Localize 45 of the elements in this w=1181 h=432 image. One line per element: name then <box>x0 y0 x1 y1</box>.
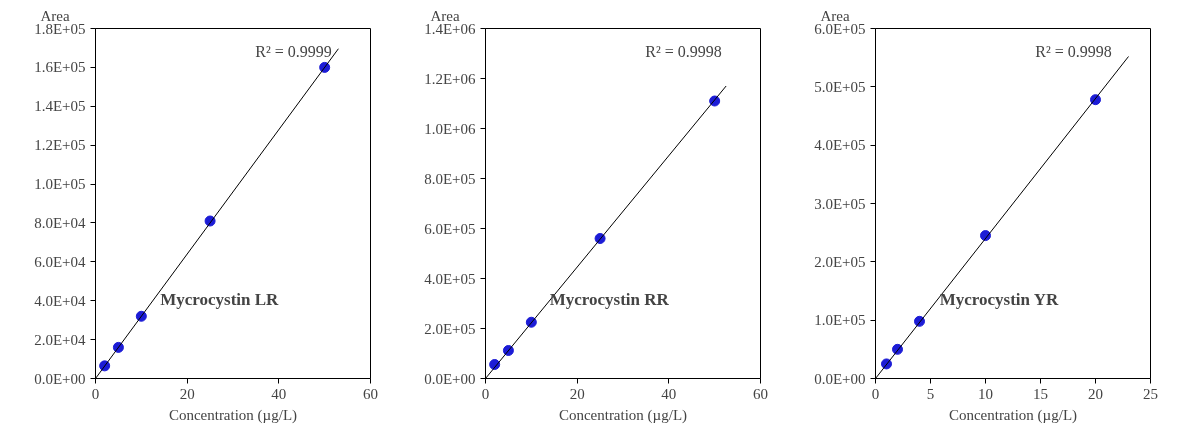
y-tick-label: 8.0E+05 <box>424 170 476 187</box>
annotation: R² = 0.9998 <box>645 43 722 60</box>
y-tick-label: 1.6E+05 <box>34 59 86 76</box>
annotation: Mycrocystin YR <box>939 289 1059 309</box>
y-tick-label: 4.0E+05 <box>814 137 866 154</box>
x-axis-title: Concentration (µg/L) <box>948 406 1078 424</box>
y-tick-label: 6.0E+05 <box>424 220 476 237</box>
y-tick-label: 1.0E+05 <box>34 176 86 193</box>
x-tick-label: 15 <box>1033 385 1048 402</box>
x-tick-label: 0 <box>871 385 880 402</box>
y-tick-label: 0.0E+00 <box>424 370 476 387</box>
y-tick-label: 1.0E+05 <box>814 312 866 329</box>
y-tick-label: 1.2E+06 <box>424 70 476 87</box>
annotation: Mycrocystin RR <box>549 289 670 309</box>
x-tick-label: 25 <box>1143 385 1158 402</box>
y-tick-label: 1.2E+05 <box>34 137 86 154</box>
x-tick-label: 20 <box>1088 385 1103 402</box>
y-tick-label: 4.0E+05 <box>424 270 476 287</box>
y-tick-label: 5.0E+05 <box>814 78 866 95</box>
y-tick-label: 3.0E+05 <box>814 195 866 212</box>
y-tick-label: 8.0E+04 <box>34 214 86 231</box>
annotation: Mycrocystin LR <box>160 289 280 309</box>
x-tick-label: 40 <box>271 385 287 402</box>
y-tick-label: 2.0E+05 <box>424 320 476 337</box>
x-tick-label: 0 <box>91 385 100 402</box>
x-tick-label: 20 <box>179 385 195 402</box>
y-tick-label: 2.0E+04 <box>34 331 86 348</box>
y-tick-label: 2.0E+05 <box>814 253 866 270</box>
y-tick-label: 1.0E+06 <box>424 120 476 137</box>
annotation: R² = 0.9999 <box>255 43 332 60</box>
x-axis-title: Concentration (µg/L) <box>558 406 688 424</box>
x-tick-label: 60 <box>363 385 378 402</box>
x-tick-label: 20 <box>569 385 585 402</box>
x-tick-label: 60 <box>753 385 768 402</box>
y-tick-label: 4.0E+04 <box>34 292 86 309</box>
annotation: R² = 0.9998 <box>1035 43 1112 60</box>
x-tick-label: 10 <box>978 385 993 402</box>
x-tick-label: 0 <box>481 385 490 402</box>
x-axis-title: Concentration (µg/L) <box>168 406 298 424</box>
y-tick-label: 1.4E+05 <box>34 98 86 115</box>
y-tick-label: 0.0E+00 <box>34 370 86 387</box>
y-tick-label: 0.0E+00 <box>814 370 866 387</box>
y-tick-label: 6.0E+04 <box>34 253 86 270</box>
x-tick-label: 5 <box>926 385 935 402</box>
x-tick-label: 40 <box>661 385 677 402</box>
